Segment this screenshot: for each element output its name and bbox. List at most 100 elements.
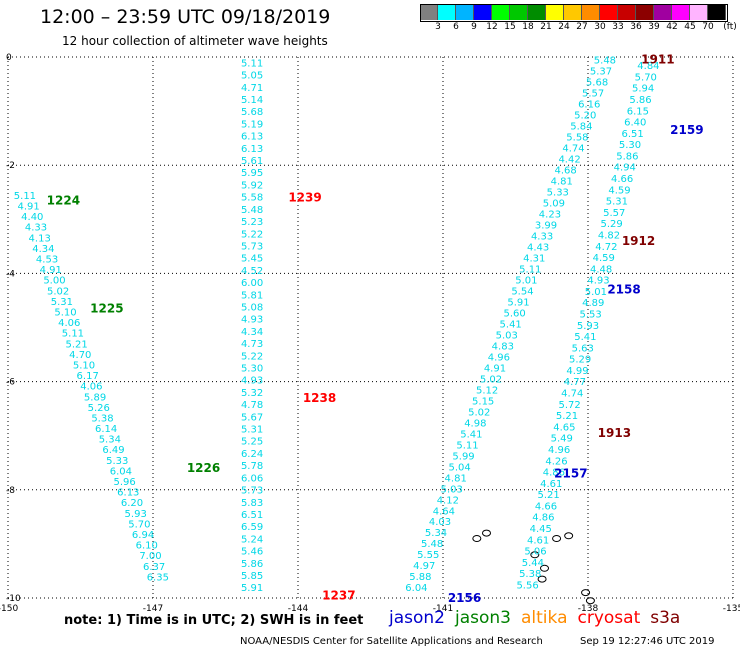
wave-height-value: 5.03: [441, 484, 463, 495]
wave-height-value: 6.49: [102, 445, 124, 456]
wave-height-value: 5.32: [241, 388, 263, 399]
wave-height-value: 5.95: [241, 168, 263, 179]
wave-height-value: 5.33: [106, 456, 128, 467]
pass-time-label: 2157: [554, 467, 587, 481]
island-outline: [482, 529, 491, 537]
wave-height-value: 6.37: [143, 562, 165, 573]
wave-height-value: 5.41: [574, 332, 596, 343]
wave-height-value: 5.94: [632, 84, 654, 95]
wave-height-value: 5.55: [417, 550, 439, 561]
scale-swatch: [420, 4, 438, 20]
y-tick-label: -10: [6, 594, 21, 604]
scale-label: 42: [666, 22, 678, 32]
wave-height-value: 6.13: [241, 132, 263, 143]
scale-label: 27: [576, 22, 588, 32]
wave-height-value: 4.91: [40, 265, 62, 276]
wave-height-value: 5.21: [556, 411, 578, 422]
wave-height-value: 4.70: [69, 350, 91, 361]
satellite-jason3: jason3: [455, 608, 511, 628]
wave-height-value: 6.51: [622, 129, 644, 140]
wave-height-value: 4.42: [558, 155, 580, 166]
scale-label: 24: [558, 22, 570, 32]
wave-height-value: 5.57: [603, 208, 625, 219]
wave-height-value: 5.68: [586, 78, 608, 89]
wave-height-value: 4.43: [527, 243, 549, 254]
wave-height-value: 5.30: [619, 140, 641, 151]
wave-height-value: 5.06: [524, 547, 546, 558]
wave-height-value: 4.34: [241, 327, 263, 338]
island-outline: [552, 534, 562, 542]
wave-height-value: 4.91: [484, 363, 506, 374]
map-subtitle: 12 hour collection of altimeter wave hei…: [62, 34, 328, 48]
satellite-jason2: jason2: [389, 608, 445, 628]
wave-height-value: 6.59: [241, 522, 263, 533]
scale-swatch: [618, 4, 636, 20]
wave-height-value: 5.60: [503, 308, 525, 319]
wave-height-value: 5.70: [635, 72, 657, 83]
wave-height-value: 4.86: [532, 513, 554, 524]
island-outline: [581, 589, 591, 597]
x-tick-label: -144: [288, 604, 309, 614]
wave-height-value: 6.06: [241, 473, 263, 484]
wave-height-value: 5.00: [43, 276, 65, 287]
scale-swatch: [582, 4, 600, 20]
pass-time-label: 2159: [670, 123, 703, 137]
wave-height-value: 5.81: [241, 290, 263, 301]
scale-label: 70: [702, 22, 714, 32]
wave-height-value: 5.29: [601, 219, 623, 230]
wave-height-value: 4.84: [637, 61, 659, 72]
scale-label: 3: [435, 22, 441, 32]
y-tick-label: -6: [6, 378, 15, 388]
wave-height-value: 6.35: [147, 572, 169, 583]
wave-height-value: 5.31: [241, 425, 263, 436]
wave-height-value: 5.99: [452, 451, 474, 462]
wave-height-value: 4.72: [595, 242, 617, 253]
units-note: note: 1) Time is in UTC; 2) SWH is in fe…: [64, 613, 364, 628]
wave-height-value: 6.10: [136, 541, 158, 552]
wave-height-value: 6.14: [95, 424, 117, 435]
scale-label: 12: [486, 22, 498, 32]
wave-height-value: 5.30: [241, 364, 263, 375]
scale-swatch: [474, 4, 492, 20]
wave-height-value: 5.11: [241, 58, 263, 69]
x-tick-label: -147: [143, 604, 163, 614]
wave-height-value: 6.40: [624, 118, 646, 129]
wave-height-value: 5.54: [511, 286, 533, 297]
wave-height-value: 5.01: [515, 275, 537, 286]
wave-height-value: 6.94: [132, 530, 154, 541]
wave-height-value: 6.15: [627, 106, 649, 117]
wave-height-value: 5.48: [594, 56, 616, 67]
wave-height-value: 5.41: [460, 429, 482, 440]
wave-height-value: 4.74: [562, 144, 584, 155]
wave-height-value: 4.61: [527, 535, 549, 546]
scale-label: 18: [522, 22, 534, 32]
wave-height-value: 5.24: [241, 534, 263, 545]
wave-height-value: 4.81: [445, 473, 467, 484]
wave-height-value: 5.15: [472, 396, 494, 407]
wave-height-value: 5.49: [551, 434, 573, 445]
wave-height-value: 5.44: [522, 558, 544, 569]
satellite-cryosat: cryosat: [577, 608, 641, 628]
wave-height-value: 6.51: [241, 510, 263, 521]
wave-height-value: 5.04: [448, 462, 470, 473]
wave-height-value: 5.23: [241, 217, 263, 228]
wave-height-value: 5.01: [585, 287, 607, 298]
wave-height-value: 4.74: [561, 389, 583, 400]
wave-height-value: 4.40: [21, 212, 43, 223]
generated-timestamp: Sep 19 12:27:46 UTC 2019: [580, 636, 715, 647]
scale-frame: [420, 4, 728, 22]
wave-height-value: 5.02: [47, 286, 69, 297]
wave-height-value: 6.13: [241, 144, 263, 155]
scale-label: 39: [648, 22, 660, 32]
color-scale-legend: 3 6 9 12 15 18 21 24 27 30 33 36 39 42 45 70 (ft): [420, 4, 737, 38]
wave-height-value: 4.48: [590, 264, 612, 275]
wave-height-value: 4.66: [611, 174, 633, 185]
wave-height-value: 5.57: [582, 89, 604, 100]
scale-swatch: [528, 4, 546, 20]
wave-height-value: 4.81: [551, 177, 573, 188]
wave-height-value: 5.03: [496, 330, 518, 341]
wave-height-value: 5.10: [73, 360, 95, 371]
wave-height-value: 5.38: [91, 413, 113, 424]
wave-height-value: 5.89: [84, 392, 106, 403]
